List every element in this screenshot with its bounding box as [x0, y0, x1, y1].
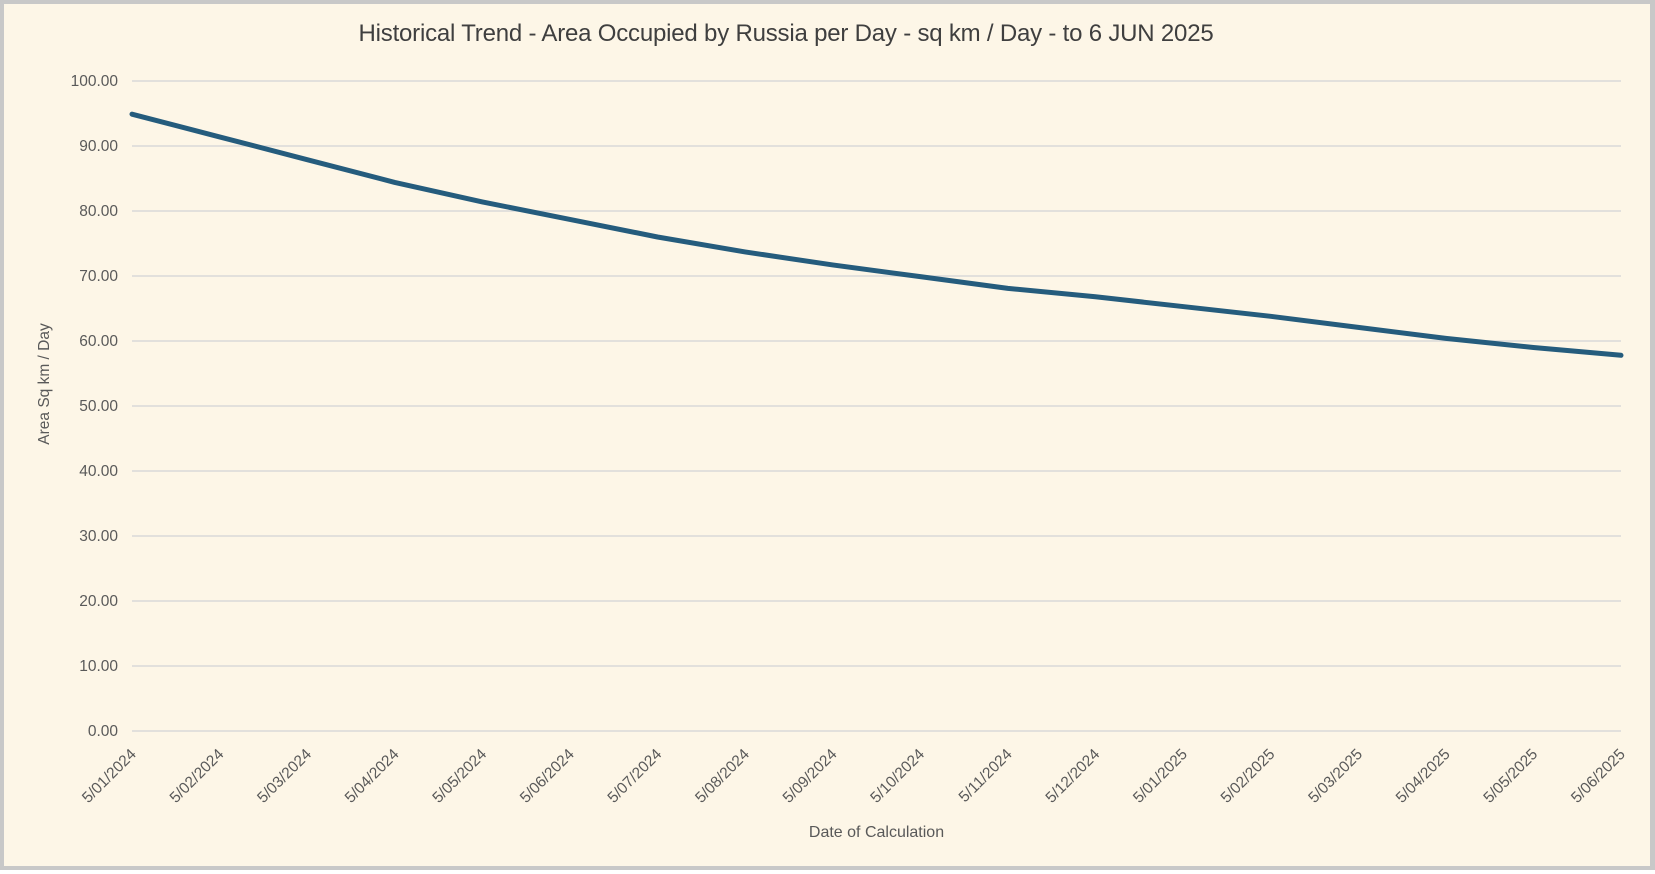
x-tick-label: 5/01/2024: [79, 746, 140, 807]
x-tick-label: 5/01/2025: [1130, 746, 1191, 807]
x-tick-label: 5/02/2024: [167, 746, 228, 807]
x-tick-label: 5/06/2025: [1568, 746, 1629, 807]
line-plot: 0.00 10.00 20.00 30.00 40.00 50.00 60.00 70.00 8…: [71, 73, 1629, 807]
x-tick-label: 5/07/2024: [605, 746, 666, 807]
y-tick-label: 40.00: [79, 463, 118, 480]
y-tick-label: 10.00: [79, 658, 118, 675]
chart-title: Historical Trend - Area Occupied by Russ…: [358, 20, 1214, 47]
y-axis-title: Area Sq km / Day: [36, 323, 53, 445]
x-tick-label: 5/04/2025: [1393, 746, 1454, 807]
x-tick-label: 5/04/2024: [342, 746, 403, 807]
x-tick-label: 5/06/2024: [517, 746, 578, 807]
x-tick-label: 5/03/2025: [1305, 746, 1366, 807]
trend-line: [129, 111, 1624, 358]
x-tick-label: 5/10/2024: [867, 746, 928, 807]
y-tick-label: 0.00: [88, 723, 119, 740]
x-tick-label: 5/09/2024: [780, 746, 841, 807]
y-tick-label: 20.00: [79, 593, 118, 610]
x-tick-label: 5/12/2024: [1043, 746, 1104, 807]
y-tick-label: 80.00: [79, 203, 118, 220]
y-tick-label: 70.00: [79, 268, 118, 285]
x-tick-label: 5/05/2024: [429, 746, 490, 807]
x-tick-label: 5/11/2024: [956, 746, 1016, 806]
x-axis-title: Date of Calculation: [808, 824, 945, 841]
x-tick-label: 5/05/2025: [1480, 746, 1541, 807]
y-tick-label: 50.00: [79, 398, 118, 415]
y-tick-label: 30.00: [79, 528, 118, 545]
x-tick-label: 5/02/2025: [1218, 746, 1279, 807]
x-tick-label: 5/03/2024: [254, 746, 315, 807]
y-tick-label: 60.00: [79, 333, 118, 350]
x-tick-label: 5/08/2024: [692, 746, 753, 807]
y-tick-label: 100.00: [71, 73, 119, 90]
y-tick-label: 90.00: [79, 138, 118, 155]
